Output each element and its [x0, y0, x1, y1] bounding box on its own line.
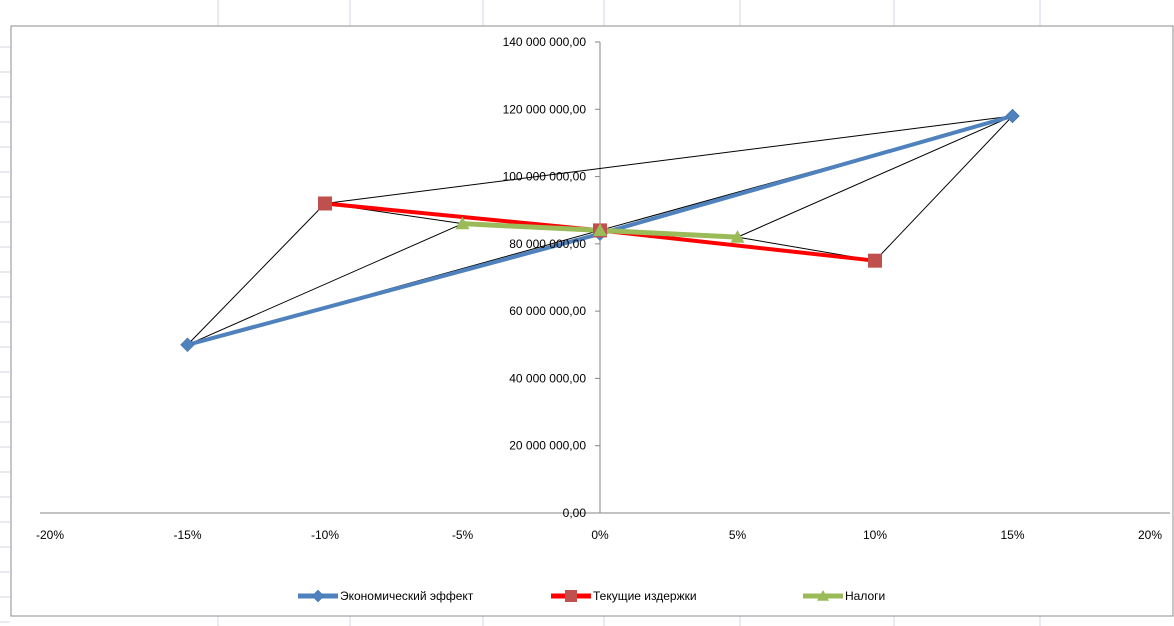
- legend-label: Налоги: [845, 589, 885, 603]
- annotation-line: [187, 223, 463, 346]
- y-tick-label: 140 000 000,00: [503, 35, 587, 49]
- y-tick-label: 120 000 000,00: [503, 102, 587, 116]
- legend-item-ekonomicheskiy-effekt: Экономический эффект: [298, 589, 474, 603]
- data-point-ekonomicheskiy-effekt: [1005, 108, 1020, 124]
- y-tick-label: 60 000 000,00: [509, 304, 586, 318]
- legend-swatch-marker: [565, 590, 577, 602]
- series-markers: [180, 108, 1020, 353]
- x-tick-label: -20%: [36, 528, 64, 542]
- x-tick-label: 10%: [863, 528, 887, 542]
- x-tick-label: 5%: [729, 528, 747, 542]
- data-point-tekushchie-izderzhki: [318, 196, 332, 211]
- y-tick-label: 20 000 000,00: [509, 439, 586, 453]
- legend-label: Экономический эффект: [340, 589, 474, 603]
- legend-swatch-marker: [311, 589, 325, 603]
- data-point-tekushchie-izderzhki: [868, 253, 882, 268]
- annotation-line: [187, 203, 326, 346]
- legend: Экономический эффект Текущие издержки Нало…: [298, 589, 885, 603]
- axes: [40, 41, 1170, 514]
- annotation-line: [737, 115, 1013, 238]
- legend-item-tekushchie-izderzhki: Текущие издержки: [551, 589, 697, 603]
- tick-labels: 0,00 20 000 000,00 40 000 000,00 60 000 000…: [36, 35, 1162, 542]
- data-point-ekonomicheskiy-effekt: [180, 337, 195, 353]
- y-tick-label: 100 000 000,00: [503, 170, 587, 184]
- x-tick-label: -10%: [311, 528, 339, 542]
- x-tick-label: 20%: [1138, 528, 1162, 542]
- x-tick-label: 0%: [591, 528, 609, 542]
- annotation-line: [324, 115, 1013, 204]
- data-point-nalogi: [593, 223, 607, 236]
- y-tick-label: 40 000 000,00: [509, 371, 586, 385]
- legend-item-nalogi: Налоги: [803, 589, 885, 603]
- legend-label: Текущие издержки: [593, 589, 697, 603]
- x-tick-label: 15%: [1000, 528, 1024, 542]
- y-tick-label: 0,00: [563, 506, 587, 520]
- x-tick-label: -5%: [452, 528, 474, 542]
- data-point-nalogi: [455, 216, 470, 230]
- x-tick-label: -15%: [173, 528, 201, 542]
- data-point-nalogi: [730, 230, 745, 243]
- y-tick-label: 80 000 000,00: [509, 237, 586, 251]
- legend-swatch-marker: [817, 590, 829, 601]
- annotation-line: [874, 115, 1013, 262]
